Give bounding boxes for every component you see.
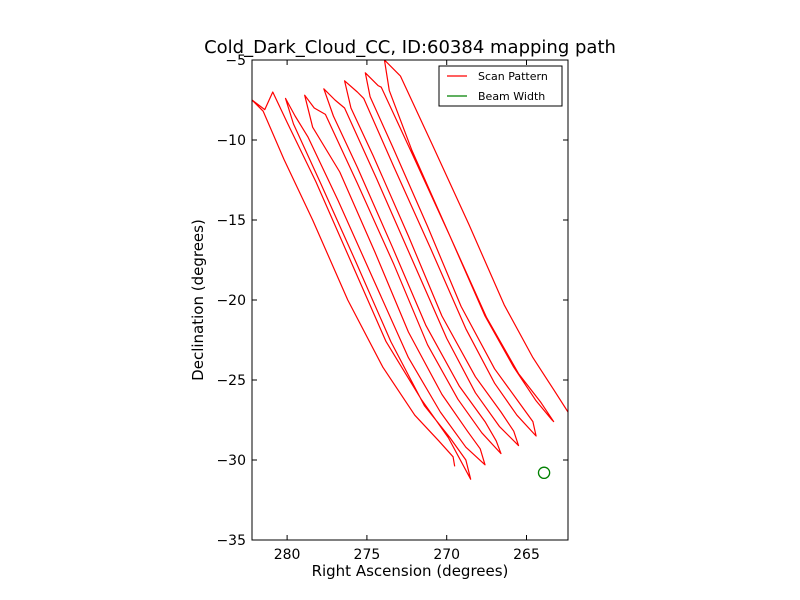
x-tick-label: 275 (354, 547, 381, 563)
x-tick-label: 265 (513, 547, 540, 563)
chart-title: Cold_Dark_Cloud_CC, ID:60384 mapping pat… (204, 37, 616, 58)
y-tick-label: −30 (216, 453, 246, 469)
beam-width-circle (537, 466, 551, 480)
x-tick-label: 280 (274, 547, 301, 563)
x-tick-label: 270 (433, 547, 460, 563)
legend-box (438, 65, 563, 107)
y-tick-label: −15 (216, 213, 246, 229)
x-axis-ticks: 280 275 270 265 (274, 60, 540, 563)
y-tick-label: −5 (225, 53, 246, 69)
scan-pattern-line (252, 60, 568, 480)
legend-beam-width-label: Beam Width (478, 90, 545, 103)
plot-frame (251, 59, 569, 541)
y-tick-label: −20 (216, 293, 246, 309)
y-axis-ticks: −5 −10 −15 −20 −25 −30 −35 (216, 53, 568, 549)
x-axis-label: Right Ascension (degrees) (312, 562, 509, 580)
legend-scan-pattern-label: Scan Pattern (478, 70, 548, 83)
plot-area (252, 60, 568, 480)
y-tick-label: −35 (216, 533, 246, 549)
y-tick-label: −25 (216, 373, 246, 389)
legend: Scan Pattern Beam Width (438, 65, 563, 107)
y-axis-label: Declination (degrees) (189, 219, 207, 381)
y-tick-label: −10 (216, 133, 246, 149)
